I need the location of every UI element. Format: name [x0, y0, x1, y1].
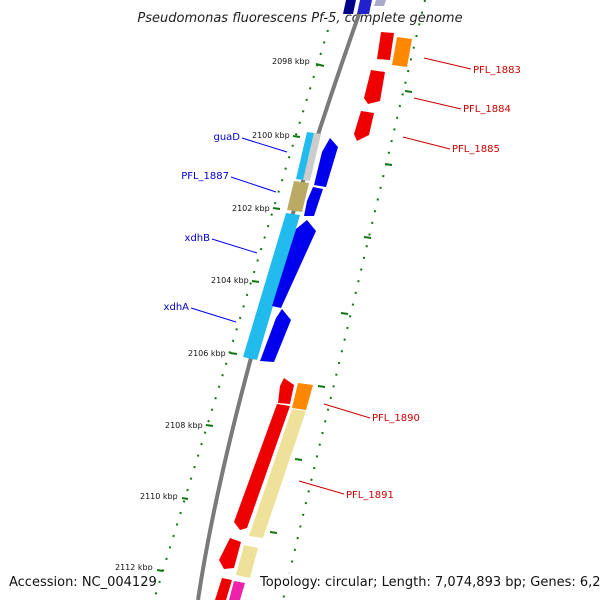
- outer-tick: [294, 458, 303, 461]
- genome-summary-text: Topology: circular; Length: 7,074,893 bp…: [259, 575, 600, 590]
- gene-red-long: [234, 404, 290, 530]
- gene-guad-gray: [303, 133, 321, 181]
- feature-top-blue: [357, 0, 372, 14]
- tick-label: 2108 kbp: [165, 421, 203, 430]
- gene-xdhb: [272, 220, 316, 308]
- tick-mark: [315, 63, 325, 67]
- gene-blue-2: [304, 187, 323, 216]
- tick-label: 2098 kbp: [272, 57, 310, 66]
- tick-mark: [272, 207, 281, 210]
- leader-line: [190, 307, 237, 323]
- gene-guad: [296, 132, 314, 180]
- leader-line: [241, 137, 288, 153]
- gene-label-guad[interactable]: guaD: [213, 132, 240, 143]
- gene-blue-1: [314, 138, 338, 187]
- outer-tick: [363, 236, 372, 239]
- gene-label-pfl-1891[interactable]: PFL_1891: [346, 490, 394, 501]
- outer-tick: [317, 385, 326, 388]
- gene-label-xdhb[interactable]: xdhB: [185, 233, 211, 244]
- gene-label-pfl-1884[interactable]: PFL_1884: [463, 104, 511, 115]
- leader-line: [413, 97, 462, 110]
- outer-tick: [404, 90, 413, 93]
- footer-summary-bg: [256, 570, 600, 592]
- gene-pfl-1887: [287, 181, 309, 212]
- leader-line: [323, 403, 371, 419]
- gene-pfl-1883: [377, 32, 394, 60]
- tick-mark: [229, 352, 238, 355]
- tick-label: 2106 kbp: [188, 349, 226, 358]
- tick-label: 2110 kbp: [140, 492, 178, 501]
- gene-pfl-1884: [364, 70, 385, 104]
- gene-label-pfl-1883[interactable]: PFL_1883: [473, 65, 521, 76]
- gene-label-pfl-1885[interactable]: PFL_1885: [452, 144, 500, 155]
- accession-text: Accession: NC_004129: [9, 575, 157, 590]
- gene-label-xdha[interactable]: xdhA: [164, 302, 190, 313]
- gene-pfl-1883-orange: [392, 37, 412, 67]
- gene-pfl-1890: [292, 383, 313, 410]
- leader-line: [423, 57, 472, 70]
- leader-line: [230, 176, 277, 193]
- feature-top-gray: [374, 0, 386, 6]
- tick-mark: [156, 569, 164, 572]
- tick-mark: [251, 280, 260, 283]
- leader-line: [298, 480, 345, 495]
- gene-bottom-yellow: [236, 545, 258, 578]
- gene-pfl-1890-red: [278, 378, 294, 404]
- gene-pfl-1885: [354, 111, 374, 141]
- feature-top-navy: [343, 0, 356, 14]
- outer-tick: [384, 163, 393, 166]
- leader-line: [402, 136, 451, 150]
- gene-label-pfl-1890[interactable]: PFL_1890: [372, 413, 420, 424]
- map-title: Pseudomonas fluorescens Pf-5, complete g…: [137, 11, 462, 26]
- tick-label: 2100 kbp: [252, 131, 290, 140]
- gene-pfl-1891: [249, 409, 306, 538]
- gene-label-pfl-1887[interactable]: PFL_1887: [181, 171, 229, 182]
- gene-bottom-red-2: [215, 578, 232, 600]
- footer-accession-bg: [0, 570, 150, 592]
- tick-label: 2104 kbp: [211, 276, 249, 285]
- tick-mark: [181, 497, 189, 500]
- outer-ruler-dots: [282, 0, 426, 600]
- tick-mark: [205, 424, 214, 427]
- outer-tick: [269, 531, 278, 534]
- tick-mark: [292, 135, 301, 138]
- tick-label: 2112 kbp: [115, 563, 153, 572]
- tick-label: 2102 kbp: [232, 204, 270, 213]
- gene-bottom-magenta: [229, 581, 245, 600]
- leader-line: [211, 238, 258, 254]
- gene-xdhb-xdha-cyan: [243, 213, 300, 360]
- outer-tick: [340, 312, 349, 315]
- gene-xdha: [260, 309, 291, 362]
- gene-bottom-red: [219, 538, 241, 569]
